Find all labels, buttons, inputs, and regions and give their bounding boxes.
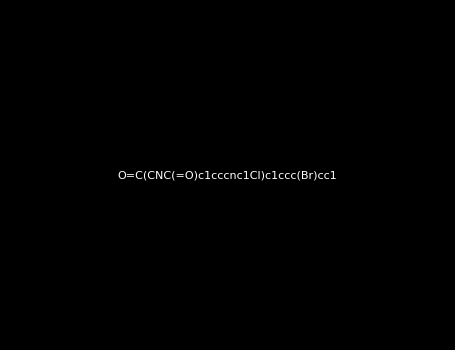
Text: O=C(CNC(=O)c1cccnc1Cl)c1ccc(Br)cc1: O=C(CNC(=O)c1cccnc1Cl)c1ccc(Br)cc1 <box>118 170 337 180</box>
